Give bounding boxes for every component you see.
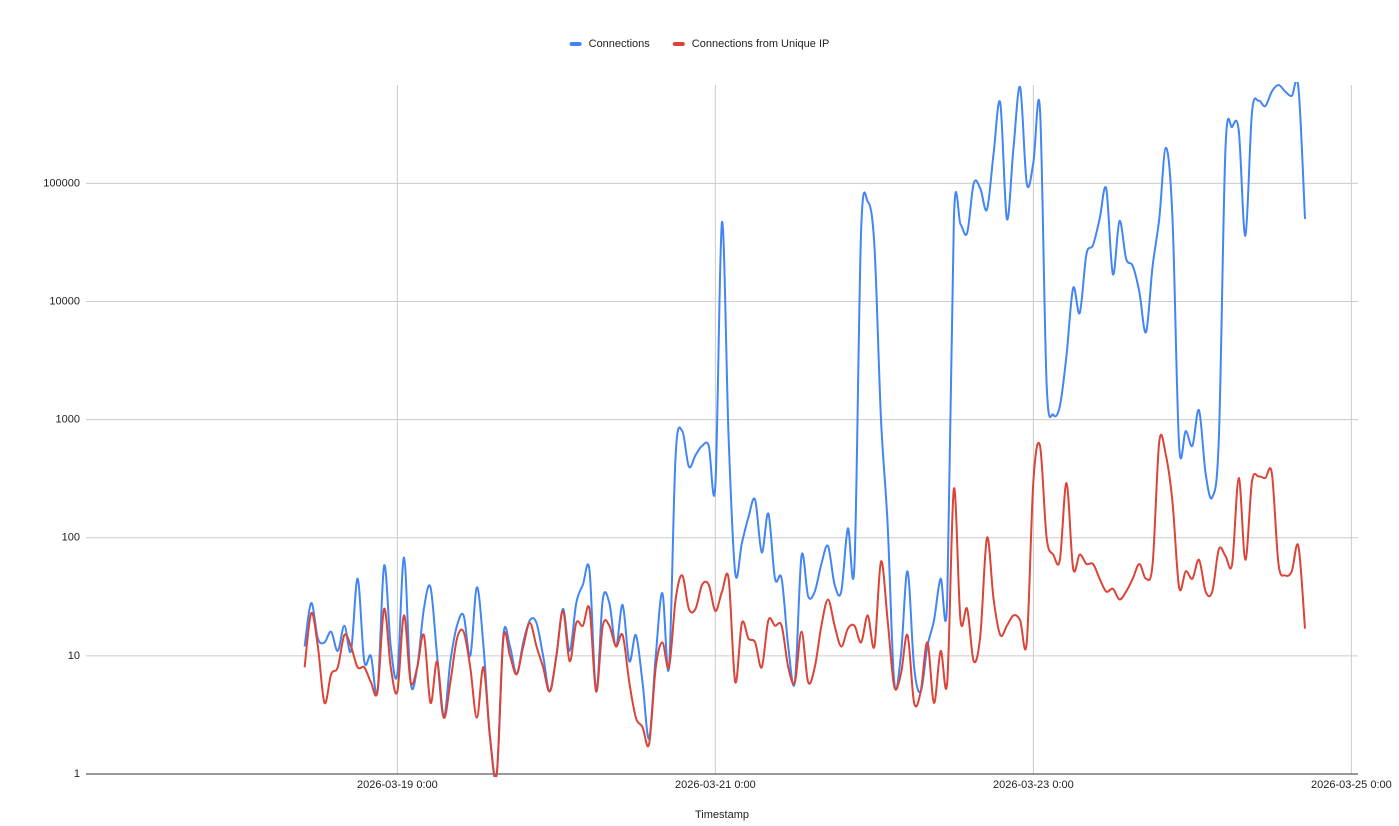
series-group [303, 82, 1306, 777]
y-tick-label: 10000 [49, 295, 80, 307]
x-tick-label: 2026-03-23 0:00 [993, 779, 1074, 791]
series-line [303, 433, 1306, 777]
y-tick-label: 1000 [56, 414, 80, 426]
x-tick-label: 2026-03-21 0:00 [675, 779, 756, 791]
y-tick-label: 1 [74, 768, 80, 780]
legend-label: Connections from Unique IP [692, 38, 830, 50]
y-tick-label: 10 [68, 650, 80, 662]
legend-label: Connections [589, 38, 651, 50]
x-axis-label: Timestamp [695, 809, 749, 821]
series-line [303, 82, 1306, 777]
x-tick-label: 2026-03-25 0:00 [1311, 779, 1392, 791]
x-tick-label: 2026-03-19 0:00 [357, 779, 438, 791]
y-tick-label: 100 [62, 532, 80, 544]
y-tick-label: 100000 [43, 177, 80, 189]
